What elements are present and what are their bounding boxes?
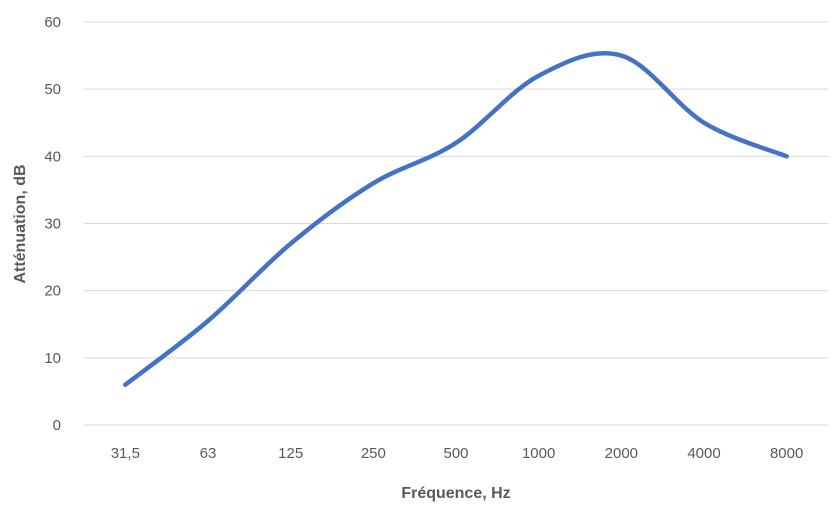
x-tick-label: 8000 — [770, 445, 803, 462]
data-point-500 — [454, 140, 458, 145]
y-tick-label: 30 — [44, 216, 61, 233]
y-tick-label: 60 — [44, 14, 61, 31]
data-point-63 — [206, 318, 210, 323]
x-axis-tick-labels: 31,5 63 125 250 500 1000 2000 4000 8000 — [111, 445, 804, 462]
x-tick-label: 500 — [443, 445, 468, 462]
y-tick-label: 0 — [53, 417, 61, 434]
y-tick-label: 40 — [44, 148, 61, 165]
series-layer — [123, 51, 789, 387]
x-tick-label: 1000 — [522, 445, 555, 462]
data-point-8000 — [784, 154, 789, 159]
data-point-2000 — [619, 53, 624, 58]
x-tick-label: 250 — [361, 445, 386, 462]
x-tick-label: 2000 — [605, 445, 638, 462]
y-tick-label: 10 — [44, 350, 61, 367]
x-tick-label: 31,5 — [111, 445, 140, 462]
y-tick-label: 50 — [44, 81, 61, 98]
data-point-125 — [288, 241, 293, 246]
y-axis-tick-labels: 0 10 20 30 40 50 60 — [44, 14, 61, 434]
x-tick-label: 125 — [278, 445, 303, 462]
y-tick-label: 20 — [44, 283, 61, 300]
series-line-0 — [123, 51, 789, 387]
data-point-1000 — [536, 73, 541, 78]
x-tick-label: 4000 — [687, 445, 720, 462]
x-axis-title: Fréquence, Hz — [401, 485, 510, 502]
data-point-250 — [371, 181, 376, 186]
x-tick-label: 63 — [200, 445, 217, 462]
data-point-31,5 — [123, 382, 128, 387]
data-point-4000 — [702, 120, 706, 125]
gridlines — [84, 21, 828, 426]
y-axis-title: Atténuation, dB — [12, 164, 29, 283]
